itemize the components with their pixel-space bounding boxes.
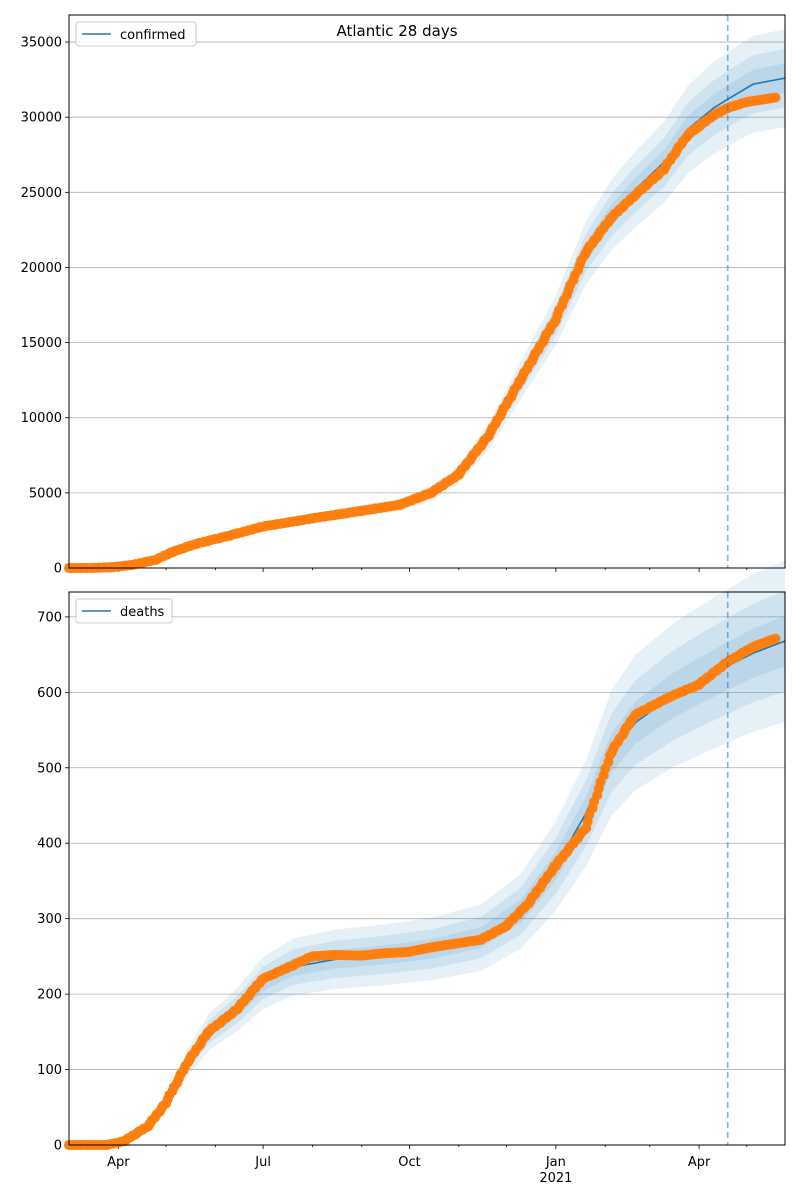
y-tick-label: 5000 [29,486,62,501]
legend-box [75,21,197,47]
plot-frame [68,14,786,569]
y-tick-label: 0 [54,1139,62,1154]
y-tick-label: 400 [37,837,62,852]
x-tick-label: Oct [398,1155,420,1170]
y-tick-label: 15000 [21,336,62,351]
confirmed-panel: 0 5000 10000 15000 20000 25000 30000 35000 confi… [21,14,786,577]
y-tick-label: 700 [37,610,62,625]
y-tick-label: 100 [37,1063,62,1078]
legend-box [75,598,173,624]
confidence-band [69,29,785,568]
legend-label: deaths [120,605,165,620]
y-tick-label: 10000 [21,411,62,426]
y-tick-label: 0 [54,562,62,577]
x-tick-label: Jan [545,1155,566,1170]
plot-frame [68,591,786,1146]
x-tick-label: Apr [688,1155,711,1170]
x-tick-year-label: 2021 [539,1171,572,1186]
y-tick-label: 600 [37,686,62,701]
confidence-band [69,590,785,1145]
y-tick-label: 25000 [21,186,62,201]
y-tick-label: 300 [37,912,62,927]
observed-point [770,633,781,644]
y-tick-label: 200 [37,988,62,1003]
y-tick-label: 500 [37,761,62,776]
chart-title: Atlantic 28 days [336,22,457,40]
x-tick-label: Jul [254,1155,271,1170]
y-tick-label: 30000 [21,111,62,126]
confidence-band [69,48,785,569]
y-tick-label: 20000 [21,261,62,276]
observed-point [770,92,781,103]
legend-label: confirmed [120,28,186,43]
y-tick-label: 35000 [21,36,62,51]
confidence-band [69,615,785,1145]
x-tick-label: Apr [107,1155,130,1170]
